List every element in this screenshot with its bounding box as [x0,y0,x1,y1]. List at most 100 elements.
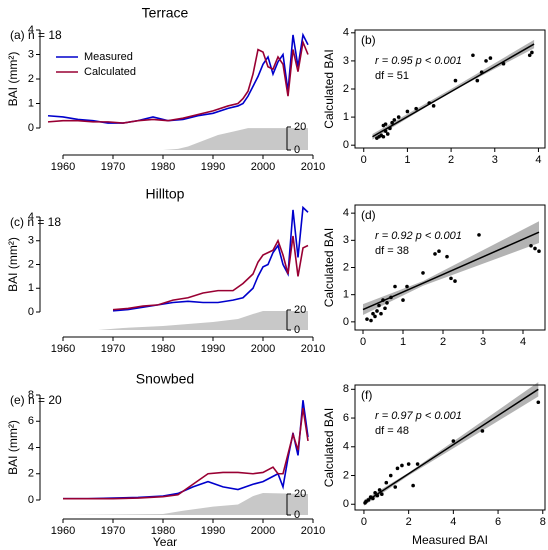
y-tick-label: 0 [343,139,349,151]
df-label: df = 48 [375,425,409,437]
scatter-point [375,309,379,313]
scatter-point [533,246,537,251]
scatter-point [527,53,532,58]
y-tick-label: 2 [28,468,34,480]
scatter-point [393,284,397,289]
x-axis-label: Measured BAI [412,533,488,547]
y-tick-label: 2 [343,83,349,95]
scatter-point [405,284,409,289]
y-tick-label: 2 [28,258,34,270]
x-tick-label: 1970 [101,343,125,355]
scatter-point [390,120,394,125]
series-line [47,39,309,124]
x-tick-label: 1980 [151,343,175,355]
scatter-point [383,306,387,311]
x-tick-label: 0 [360,336,366,348]
series-line [63,408,309,500]
x-axis-label: Year [153,535,177,549]
fit-line [363,388,539,504]
x-tick-label: 2000 [251,161,275,173]
y2-tick-label: 20 [294,488,306,500]
panel-annotation: (e) n = 20 [10,393,62,407]
y-tick-label: 0 [28,494,34,506]
scatter-point [530,50,534,55]
scatter-point [479,70,484,74]
x-tick-label: 3 [492,154,498,166]
x-tick-label: 2010 [301,161,325,173]
sample-depth-area [38,128,308,150]
y-tick-label: 4 [28,441,34,453]
x-tick-label: 1 [404,154,410,166]
scatter-point [388,473,393,478]
scatter-point [381,298,385,302]
sample-depth-area [98,311,308,330]
x-tick-label: 1960 [51,343,75,355]
scatter-point [389,295,393,300]
scatter-point [366,498,371,502]
panel-annotation: (b) [361,33,376,47]
y-tick-label: 6 [28,415,34,427]
stats-label: r = 0.95 p < 0.001 [375,55,462,67]
y-tick-label: 3 [28,235,34,247]
x-tick-label: 1990 [201,161,225,173]
y-tick-label: 0 [343,316,349,328]
scatter-point [411,483,415,488]
scatter-point [381,134,386,139]
scatter-point [375,493,380,498]
panel-annotation: (c) n = 18 [10,215,61,229]
series-line [112,205,309,312]
df-label: df = 51 [375,70,409,82]
x-tick-label: 1980 [151,525,175,537]
panel-annotation: (a) n = 18 [10,28,62,42]
y-tick-label: 0 [28,122,34,134]
df-label: df = 38 [375,245,409,257]
x-tick-label: 1960 [51,161,75,173]
y2-tick-label: 20 [294,121,306,133]
legend-label: Calculated [84,66,136,78]
x-tick-label: 2010 [301,343,325,355]
y-tick-label: 4 [343,441,349,453]
x-tick-label: 6 [495,516,501,528]
x-tick-label: 1960 [51,525,75,537]
scatter-point [471,53,475,58]
y2-tick-label: 0 [294,509,300,521]
fit-line [372,43,535,138]
scatter-point [373,490,377,495]
scatter-point [405,109,410,114]
x-tick-label: 3 [480,336,486,348]
y2-tick-label: 0 [294,144,300,156]
scatter-point [414,106,418,111]
scatter-point [453,279,457,283]
y-tick-label: 4 [28,211,34,223]
panel-title: Hilltop [146,186,185,202]
scatter-point [406,462,411,466]
x-tick-label: 2 [448,154,454,166]
scatter-point [537,249,541,253]
scatter-point [529,243,533,248]
x-tick-label: 2010 [301,525,325,537]
scatter-point [475,78,480,83]
scatter-point [451,439,456,443]
y-tick-label: 0 [343,498,349,510]
y-tick-label: 2 [343,261,349,273]
scatter-point [484,59,488,63]
x-tick-label: 2 [440,336,446,348]
x-tick-label: 4 [450,516,456,528]
y-axis-label: Calculated BAI [322,228,336,307]
scatter-point [449,276,453,281]
panel-annotation: (f) [361,388,372,402]
y-tick-label: 1 [28,97,34,109]
scatter-point [395,466,400,471]
y-axis-label: BAI (mm²) [6,52,20,107]
confidence-band [363,382,539,506]
x-tick-label: 1970 [101,525,125,537]
scatter-point [501,61,506,66]
y-tick-label: 1 [343,111,349,123]
scatter-point [401,298,405,302]
x-tick-label: 2000 [251,343,275,355]
y-tick-label: 1 [28,282,34,294]
scatter-point [373,314,377,319]
stats-label: r = 0.97 p < 0.001 [375,410,462,422]
scatter-point [365,317,369,321]
